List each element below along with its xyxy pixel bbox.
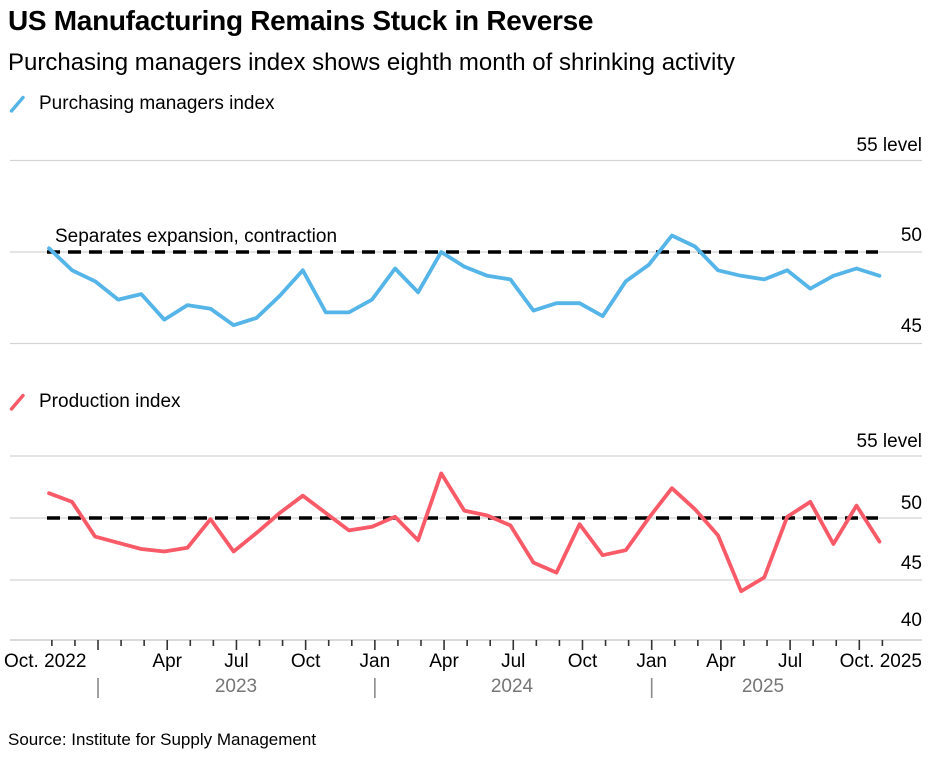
year-label: 2025 [741, 676, 785, 697]
y-axis-label-50-prod: 50 [900, 493, 922, 514]
page-subtitle: Purchasing managers index shows eighth m… [8, 49, 736, 76]
x-axis-label: Jul [777, 651, 803, 672]
expansion-contraction-annotation: Separates expansion, contraction [55, 226, 338, 247]
page-title: US Manufacturing Remains Stuck in Revers… [8, 5, 594, 36]
y-axis-label-55-pmi: 55 level [856, 135, 923, 156]
pmi-slash-icon [9, 95, 25, 113]
y-axis-label-50-pmi: 50 [900, 225, 922, 246]
y-axis-label-40-prod: 40 [900, 610, 922, 631]
pmi-legend-label: Purchasing managers index [39, 93, 275, 114]
production-line [47, 471, 882, 594]
y-axis-label-45-pmi: 45 [900, 316, 922, 337]
production-legend-label: Production index [39, 391, 181, 412]
x-axis-label: Oct. 2025 [839, 651, 922, 672]
production-slash-icon [9, 393, 25, 411]
year-label: 2024 [490, 676, 534, 697]
x-axis-label: Oct [290, 651, 321, 672]
x-axis-label: Jan [636, 651, 667, 672]
year-label: 2023 [214, 676, 258, 697]
x-axis-label: Jul [224, 651, 249, 672]
x-axis-label: Apr [706, 651, 736, 672]
y-axis-label-55-prod: 55 level [856, 431, 923, 452]
pmi-legend: Purchasing managers index [8, 92, 275, 116]
x-axis-label: Oct. 2022 [4, 651, 87, 672]
x-axis-label: Apr [152, 651, 182, 672]
pmi-line [47, 233, 882, 328]
y-axis-label-45-prod: 45 [900, 553, 922, 574]
x-axis-label: Oct [567, 651, 598, 672]
x-axis-label: Apr [429, 651, 459, 672]
x-axis-label: Jan [359, 651, 391, 672]
x-axis-label: Jul [501, 651, 526, 672]
production-legend: Production index [8, 390, 181, 414]
source-note: Source: Institute for Supply Management [8, 730, 317, 749]
